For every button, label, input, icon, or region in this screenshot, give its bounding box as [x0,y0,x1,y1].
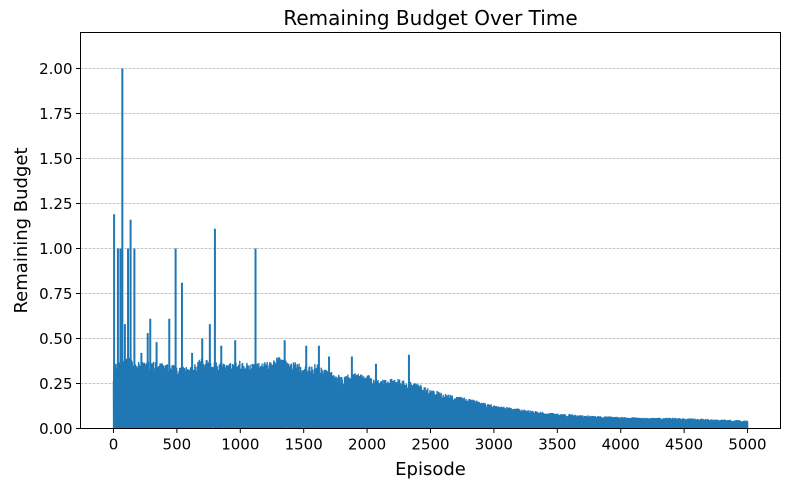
y-axis-label: Remaining Budget [11,147,32,313]
y-tick-label: 0.75 [39,285,72,303]
y-tick-label: 1.25 [39,195,72,213]
x-tick-label: 5000 [728,436,766,454]
y-tick-label: 1.50 [39,150,72,168]
tick-layer: 0.00 0.25 0.50 0.75 1.00 1.25 1.50 1.75 2.00 0 500… [39,60,767,454]
x-tick-label: 4000 [602,436,640,454]
x-tick-label: 1000 [221,436,259,454]
x-tick-label: 1500 [285,436,323,454]
x-tick-label: 3000 [475,436,513,454]
x-tick-label: 0 [109,436,119,454]
budget-series-line [112,357,749,429]
x-axis-label: Episode [395,459,466,480]
y-tick-label: 1.00 [39,240,72,258]
series-layer [112,68,749,429]
y-tick-label: 1.75 [39,105,72,123]
x-tick-label: 2500 [411,436,449,454]
chart-title: Remaining Budget Over Time [283,6,577,30]
x-tick-label: 500 [163,436,192,454]
x-tick-label: 4500 [665,436,703,454]
x-tick-label: 2000 [348,436,386,454]
x-tick-label: 3500 [538,436,576,454]
y-tick-label: 2.00 [39,60,72,78]
y-tick-label: 0.50 [39,330,72,348]
y-tick-label: 0.00 [39,420,72,438]
y-tick-label: 0.25 [39,375,72,393]
